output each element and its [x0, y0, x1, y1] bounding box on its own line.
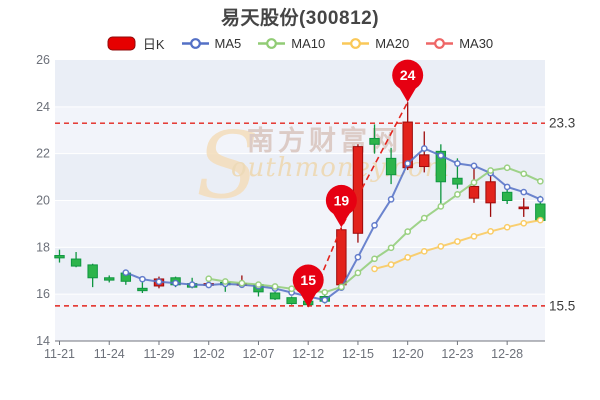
x-axis-label: 12-23	[441, 347, 473, 361]
x-axis-label: 12-07	[242, 347, 274, 361]
marker-balloon-24: 24	[392, 59, 424, 103]
candle-11-21	[54, 249, 65, 263]
y-axis-label: 18	[36, 240, 50, 254]
candle-12-19	[385, 147, 397, 185]
x-axis-label: 12-12	[292, 347, 324, 361]
legend-label: MA20	[375, 35, 410, 51]
svg-text:outhmoney.com: outhmoney.com	[231, 153, 450, 183]
legend-item-ma30[interactable]: MA30	[426, 36, 493, 51]
x-axis-label: 11-21	[44, 347, 75, 361]
candle-12-28	[501, 187, 513, 205]
y-axis: 14 16 18 20 22 24 26	[36, 53, 50, 348]
line-legend-icon	[342, 37, 370, 49]
candle-12-08	[269, 291, 281, 301]
x-axis-label: 12-28	[491, 347, 523, 361]
line-legend-icon	[258, 37, 286, 49]
svg-text:24: 24	[400, 67, 416, 83]
candle-12-29	[518, 198, 529, 217]
line-legend-icon	[426, 37, 454, 49]
legend-item-ma10[interactable]: MA10	[258, 36, 325, 51]
plot-background	[55, 60, 545, 341]
reference-label: 15.5	[549, 298, 575, 313]
y-axis-label: 14	[36, 334, 50, 348]
x-axis-label: 11-24	[94, 347, 125, 361]
legend-item-ma5[interactable]: MA5	[181, 35, 242, 51]
y-axis-label: 16	[36, 287, 50, 301]
ma10-line	[205, 164, 544, 296]
candle-11-28	[137, 282, 148, 293]
legend-label: 日K	[142, 36, 165, 52]
candle-12-20	[402, 102, 413, 171]
y-axis-label: 26	[36, 53, 50, 67]
x-axis-label: 11-29	[143, 347, 174, 361]
candle-legend-icon	[107, 36, 136, 50]
ma20-line	[371, 216, 544, 273]
x-axis-label: 12-20	[392, 347, 424, 361]
reference-lines: 23.3 15.5	[55, 116, 575, 313]
candle-12-16	[369, 124, 380, 154]
ma5-line	[122, 145, 544, 304]
y-axis-label: 20	[36, 194, 50, 208]
legend-item-daily-k[interactable]: 日K	[107, 34, 165, 53]
legend-label: MA30	[459, 35, 494, 51]
candle-12-14	[336, 227, 347, 288]
candle-11-22	[70, 252, 82, 268]
svg-text:15: 15	[300, 272, 316, 288]
chart-legend: 日K MA5 MA10 MA20 MA30	[0, 33, 600, 53]
chart-title: 易天股份(300812)	[220, 8, 380, 29]
x-axis-label: 12-02	[193, 347, 225, 361]
marker-balloon-15: 15	[292, 264, 324, 308]
x-axis-label: 12-15	[342, 347, 374, 361]
candle-12-15	[352, 144, 364, 243]
svg-text:19: 19	[334, 192, 350, 208]
marker-balloon-19: 19	[325, 184, 357, 228]
legend-label: MA10	[291, 35, 326, 51]
legend-item-ma20[interactable]: MA20	[342, 36, 409, 51]
candle-12-27	[485, 170, 496, 217]
candle-11-23	[87, 263, 98, 288]
candle-12-09	[286, 296, 297, 305]
reference-label: 23.3	[549, 116, 575, 131]
candle-11-24	[104, 275, 115, 283]
y-axis-label: 24	[36, 100, 50, 114]
legend-label: MA5	[214, 35, 242, 51]
y-axis-label: 22	[36, 147, 50, 161]
line-legend-icon	[181, 37, 209, 49]
svg-text:S: S	[196, 112, 259, 219]
x-axis: 11-21 11-24 11-29 12-02 12-07 12-12 12-15 12-20…	[44, 340, 545, 361]
trend-line	[307, 101, 409, 308]
candle-12-21	[419, 131, 430, 173]
